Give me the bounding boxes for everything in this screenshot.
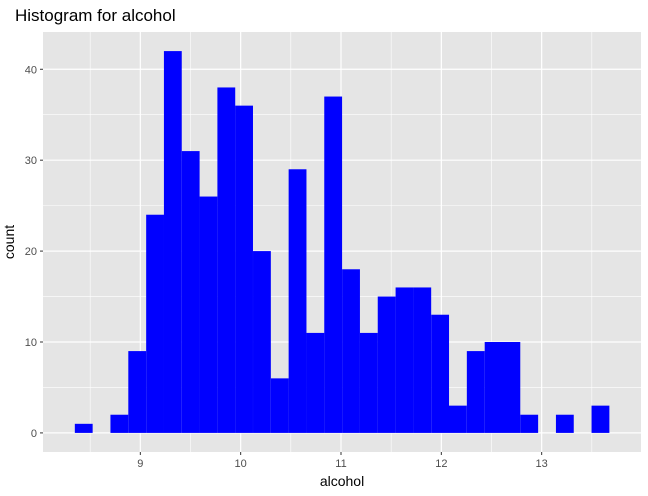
histogram-bar (377, 296, 396, 433)
histogram-bar (199, 196, 218, 433)
histogram-bar (359, 332, 378, 433)
x-tick-label: 10 (235, 458, 247, 470)
histogram-bar (288, 169, 307, 433)
histogram-bar (306, 332, 325, 433)
chart-title: Histogram for alcohol (15, 6, 176, 25)
y-tick-label: 40 (25, 64, 37, 76)
histogram-bar (395, 287, 414, 433)
histogram-bar (110, 414, 129, 433)
histogram-bar (413, 287, 432, 433)
histogram-bar (502, 342, 521, 433)
x-tick-label: 12 (435, 458, 447, 470)
histogram-bar (235, 105, 253, 433)
histogram-bar (520, 414, 539, 433)
y-axis-ticks: 0 10 20 30 40 (25, 64, 43, 440)
histogram-bar (555, 414, 574, 433)
histogram-bar (253, 251, 271, 433)
histogram-bar (128, 351, 147, 433)
histogram-bar (342, 269, 360, 433)
histogram-bar (591, 405, 610, 433)
histogram-bar (431, 314, 450, 433)
histogram-bar (74, 423, 93, 433)
histogram-bar (217, 87, 236, 433)
y-tick-label: 20 (25, 246, 37, 258)
histogram-bar (484, 342, 503, 433)
histogram-bar (448, 405, 467, 433)
y-tick-label: 0 (31, 428, 37, 440)
histogram-bar (163, 51, 182, 433)
y-tick-label: 30 (25, 155, 37, 167)
y-axis-title: count (1, 225, 17, 259)
histogram-bar (146, 214, 164, 433)
x-axis-title: alcohol (320, 473, 364, 489)
histogram-bar (181, 151, 200, 433)
x-tick-label: 9 (137, 458, 143, 470)
y-tick-label: 10 (25, 337, 37, 349)
histogram-bar (270, 378, 289, 433)
x-tick-label: 11 (335, 458, 346, 470)
histogram-bar (466, 351, 485, 433)
x-axis-ticks: 9 10 11 12 13 (137, 452, 548, 470)
histogram-bars (74, 51, 610, 433)
histogram-bar (324, 96, 343, 433)
x-tick-label: 13 (536, 458, 548, 470)
